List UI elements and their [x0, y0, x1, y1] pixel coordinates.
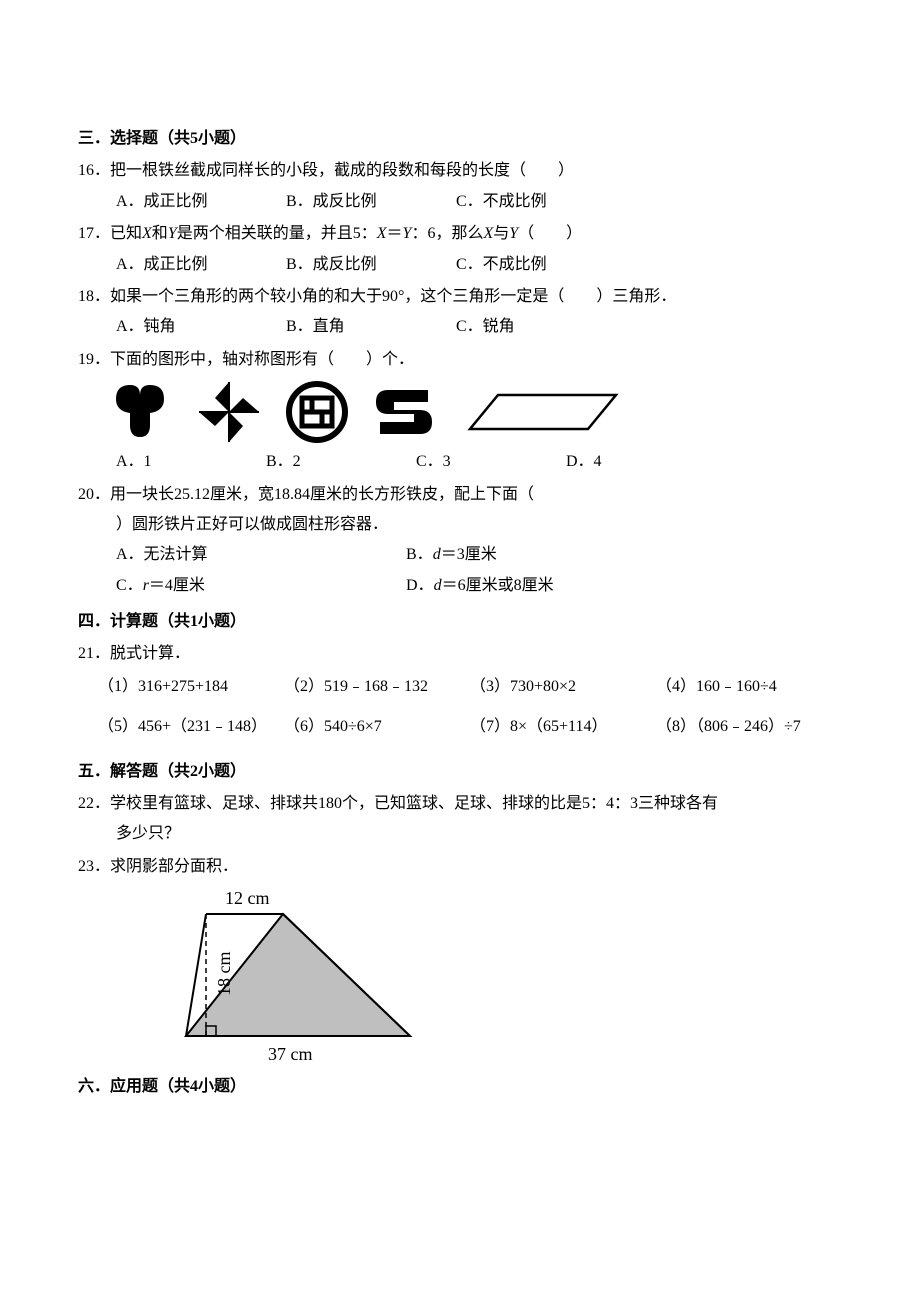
- q17-x1: X: [142, 225, 152, 242]
- q20-b-var: d: [433, 546, 441, 563]
- q21-c3: （3）730+80×2: [470, 672, 656, 702]
- q17-mid2: 是两个相关联的量，并且5：: [177, 225, 377, 242]
- q21-c1: （1）316+275+184: [98, 672, 284, 702]
- question-19: 19．下面的图形中，轴对称图形有（ ）个．: [78, 345, 842, 478]
- q17-prefix: 17．已知: [78, 225, 142, 242]
- q17-options: A．成正比例 B．成反比例 C．不成比例: [116, 250, 842, 280]
- q23-top-label: 12 cm: [225, 888, 270, 908]
- q20-line2: ）圆形铁片正好可以做成圆柱形容器．: [116, 510, 842, 540]
- q17-mid1: 和: [152, 225, 168, 242]
- question-17: 17．已知X和Y是两个相关联的量，并且5：X＝Y：6，那么X与Y（ ） A．成正…: [78, 219, 842, 280]
- q20-d-prefix: D．: [406, 577, 434, 594]
- q21-c8: （8）（806﹣246）÷7: [656, 712, 842, 742]
- q19-option-c: C．3: [416, 447, 566, 477]
- q20-options: A．无法计算 B．d＝3厘米 C．r＝4厘米 D．d＝6厘米或8厘米: [116, 540, 842, 601]
- q20-option-c: C．r＝4厘米: [116, 571, 406, 601]
- q19-fig5-icon: [464, 387, 624, 437]
- q21-title: 21．脱式计算．: [78, 639, 842, 669]
- q18-options: A．钝角 B．直角 C．锐角: [116, 312, 842, 342]
- question-22: 22．学校里有篮球、足球、排球共180个，已知篮球、足球、排球的比是5：4：3三…: [78, 789, 842, 850]
- q20-option-b: B．d＝3厘米: [406, 540, 696, 570]
- q20-option-d: D．d＝6厘米或8厘米: [406, 571, 696, 601]
- q20-option-a: A．无法计算: [116, 540, 406, 570]
- question-18: 18．如果一个三角形的两个较小角的和大于90°，这个三角形一定是（ ）三角形． …: [78, 282, 842, 343]
- q20-c-suffix: ＝4厘米: [149, 577, 205, 594]
- q19-fig3-icon: [284, 381, 350, 443]
- q16-option-b: B．成反比例: [286, 187, 456, 217]
- section-3-header: 三．选择题（共5小题）: [78, 124, 842, 154]
- q17-y3: Y: [509, 225, 518, 242]
- q19-option-d: D．4: [566, 447, 716, 477]
- q21-grid: （1）316+275+184 （2）519﹣168﹣132 （3）730+80×…: [98, 672, 842, 743]
- q23-bottom-label: 37 cm: [268, 1044, 313, 1064]
- q19-fig2-icon: [192, 379, 266, 445]
- q17-mid5: 与: [493, 225, 509, 242]
- q21-c4: （4）160﹣160÷4: [656, 672, 842, 702]
- q17-y1: Y: [168, 225, 177, 242]
- q23-figure: 12 cm 18 cm 37 cm: [130, 886, 842, 1066]
- q20-b-prefix: B．: [406, 546, 433, 563]
- q17-option-c: C．不成比例: [456, 250, 656, 280]
- q19-fig1-icon: [106, 381, 174, 443]
- q21-c6: （6）540÷6×7: [284, 712, 470, 742]
- section-6-header: 六．应用题（共4小题）: [78, 1072, 842, 1102]
- q20-line1: 20．用一块长25.12厘米，宽18.84厘米的长方形铁皮，配上下面（: [78, 480, 842, 510]
- q17-text: 17．已知X和Y是两个相关联的量，并且5：X＝Y：6，那么X与Y（ ）: [78, 219, 842, 249]
- q22-line1: 22．学校里有篮球、足球、排球共180个，已知篮球、足球、排球的比是5：4：3三…: [78, 789, 842, 819]
- question-21: 21．脱式计算． （1）316+275+184 （2）519﹣168﹣132 （…: [78, 639, 842, 742]
- q19-figures: [106, 379, 842, 445]
- question-20: 20．用一块长25.12厘米，宽18.84厘米的长方形铁皮，配上下面（ ）圆形铁…: [78, 480, 842, 602]
- section-4-header: 四．计算题（共1小题）: [78, 607, 842, 637]
- q19-option-a: A．1: [116, 447, 266, 477]
- q18-text: 18．如果一个三角形的两个较小角的和大于90°，这个三角形一定是（ ）三角形．: [78, 282, 842, 312]
- q20-d-suffix: ＝6厘米或8厘米: [442, 577, 554, 594]
- q21-c2: （2）519﹣168﹣132: [284, 672, 470, 702]
- q23-text: 23．求阴影部分面积．: [78, 852, 842, 882]
- q19-options: A．1 B．2 C．3 D．4: [116, 447, 842, 477]
- q16-option-c: C．不成比例: [456, 187, 656, 217]
- q21-c5: （5）456+（231﹣148）: [98, 712, 284, 742]
- question-23: 23．求阴影部分面积． 12 cm 18 cm 37 cm: [78, 852, 842, 1066]
- q23-left-label: 18 cm: [214, 952, 234, 997]
- q19-fig4-icon: [368, 384, 446, 440]
- q20-d-var: d: [434, 577, 442, 594]
- q19-text: 19．下面的图形中，轴对称图形有（ ）个．: [78, 345, 842, 375]
- q16-options: A．成正比例 B．成反比例 C．不成比例: [116, 187, 842, 217]
- q17-x2: X: [377, 225, 387, 242]
- q17-x3: X: [483, 225, 493, 242]
- q16-option-a: A．成正比例: [116, 187, 286, 217]
- q17-option-b: B．成反比例: [286, 250, 456, 280]
- q19-option-b: B．2: [266, 447, 416, 477]
- q18-option-a: A．钝角: [116, 312, 286, 342]
- q22-line2: 多少只？: [116, 819, 842, 849]
- section-5-header: 五．解答题（共2小题）: [78, 757, 842, 787]
- q21-c7: （7）8×（65+114）: [470, 712, 656, 742]
- question-16: 16．把一根铁丝截成同样长的小段，截成的段数和每段的长度（ ） A．成正比例 B…: [78, 156, 842, 217]
- q17-mid4: ：6，那么: [411, 225, 483, 242]
- q17-option-a: A．成正比例: [116, 250, 286, 280]
- q17-mid3: ＝: [387, 225, 403, 242]
- q18-option-b: B．直角: [286, 312, 456, 342]
- q20-c-prefix: C．: [116, 577, 143, 594]
- q18-option-c: C．锐角: [456, 312, 656, 342]
- q20-b-suffix: ＝3厘米: [441, 546, 497, 563]
- q17-suffix: （ ）: [518, 225, 582, 242]
- q16-text: 16．把一根铁丝截成同样长的小段，截成的段数和每段的长度（ ）: [78, 156, 842, 186]
